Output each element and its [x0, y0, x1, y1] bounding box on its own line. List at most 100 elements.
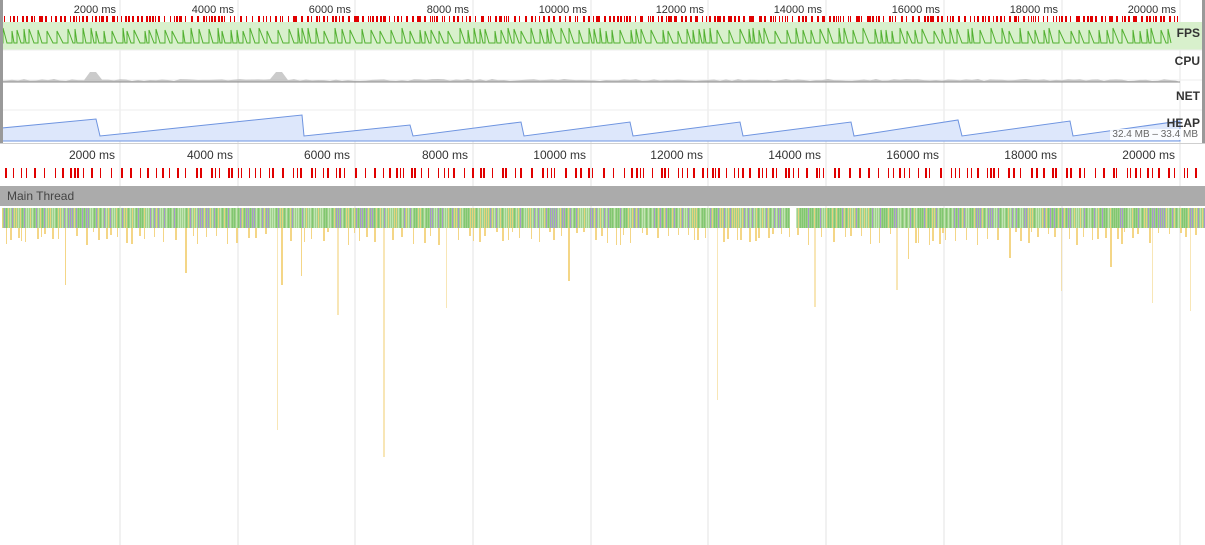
frame-marker: [609, 16, 611, 22]
frame-marker: [434, 16, 435, 22]
activity-slice: [856, 208, 857, 228]
frame-tick: [238, 168, 239, 178]
frame-marker: [179, 16, 181, 22]
overview-tick-label: 8000 ms: [427, 4, 470, 16]
frame-marker: [362, 16, 364, 22]
activity-slice: [678, 208, 679, 228]
frame-marker: [370, 16, 371, 22]
frame-marker: [1065, 16, 1067, 22]
activity-slice: [572, 208, 573, 228]
frame-marker: [668, 16, 670, 22]
frame-marker: [575, 16, 576, 22]
activity-slice: [146, 208, 147, 228]
call-stack-bar: [58, 228, 59, 239]
flame-chart-area[interactable]: 2000 ms 4000 ms 6000 ms 8000 ms 10000 ms 1200…: [0, 144, 1205, 545]
frame-tick: [121, 168, 123, 178]
activity-slice: [510, 208, 511, 228]
activity-slice: [156, 208, 157, 228]
activity-slice: [866, 208, 867, 228]
activity-slice: [6, 208, 7, 228]
activity-slice: [184, 208, 185, 228]
frame-tick: [169, 168, 170, 178]
frame-tick: [613, 168, 614, 178]
activity-slice: [774, 208, 775, 228]
call-stack-bar: [1124, 228, 1125, 232]
activity-slice: [226, 208, 227, 228]
frame-tick: [1055, 168, 1057, 178]
activity-slice: [694, 208, 695, 228]
frame-marker: [1109, 16, 1111, 22]
frame-marker: [1155, 16, 1157, 22]
activity-slice: [378, 208, 379, 228]
call-stack-bar: [1083, 228, 1084, 237]
frame-marker: [525, 16, 527, 22]
frame-marker: [155, 16, 156, 22]
frame-marker: [1111, 16, 1113, 22]
frame-marker: [41, 16, 43, 22]
activity-slice: [850, 208, 851, 228]
frame-marker: [648, 16, 649, 22]
frame-marker: [941, 16, 943, 22]
frame-tick: [403, 168, 404, 178]
overview-pane[interactable]: 2000 ms 4000 ms 6000 ms 8000 ms 10000 ms 1200…: [0, 0, 1205, 144]
frame-tick: [272, 168, 274, 178]
frame-marker: [488, 16, 489, 22]
activity-slice: [376, 208, 377, 228]
activity-slice: [224, 208, 225, 228]
call-stack-bar: [595, 228, 597, 240]
frame-marker: [1101, 16, 1103, 22]
overview-tick-label: 18000 ms: [1010, 4, 1059, 16]
overview-window-left-grabber[interactable]: [0, 0, 3, 143]
activity-slice: [148, 208, 149, 228]
activity-slice: [368, 208, 369, 228]
activity-slice: [536, 208, 537, 228]
frame-marker: [504, 16, 505, 22]
activity-slice: [1062, 208, 1063, 228]
frame-tick: [1113, 168, 1115, 178]
call-stack-bar: [583, 228, 585, 232]
call-stack-bar: [568, 228, 570, 281]
activity-slice: [446, 208, 447, 228]
activity-slice: [472, 208, 473, 228]
frame-marker: [640, 16, 642, 22]
call-stack-bar: [772, 228, 774, 234]
activity-slice: [890, 208, 891, 228]
frame-marker: [1146, 16, 1148, 22]
call-stack-bar: [814, 228, 816, 307]
activity-slice: [452, 208, 453, 228]
frame-marker: [805, 16, 807, 22]
frame-marker: [26, 16, 28, 22]
activity-slice: [130, 208, 131, 228]
activity-slice: [520, 208, 521, 228]
frame-tick: [1013, 168, 1015, 178]
activity-slice: [482, 208, 483, 228]
activity-slice: [436, 208, 437, 228]
call-stack-bar: [678, 228, 679, 235]
activity-slice: [370, 208, 371, 228]
overview-window-right-grabber[interactable]: [1202, 0, 1205, 143]
activity-slice: [928, 208, 929, 228]
frame-tick: [219, 168, 220, 178]
activity-slice: [910, 208, 911, 228]
call-stack-bar: [458, 228, 459, 240]
frame-marker: [55, 16, 57, 22]
activity-slice: [940, 208, 941, 228]
activity-slice: [638, 208, 639, 228]
activity-slice: [438, 208, 439, 228]
activity-slice: [120, 208, 121, 228]
frame-marker: [1160, 16, 1162, 22]
main-thread-header[interactable]: Main Thread: [0, 186, 1205, 206]
call-stack-bar: [781, 228, 782, 234]
frame-marker: [424, 16, 426, 22]
frame-marker: [181, 16, 182, 22]
activity-slice: [62, 208, 63, 228]
activity-slice: [698, 208, 699, 228]
call-stack-bar: [749, 228, 751, 242]
frame-tick: [793, 168, 794, 178]
activity-slice: [126, 208, 127, 228]
call-stack-bar: [216, 228, 217, 236]
activity-slice: [958, 208, 959, 228]
frame-tick: [383, 168, 384, 178]
activity-slice: [236, 208, 237, 228]
activity-slice: [590, 208, 591, 228]
